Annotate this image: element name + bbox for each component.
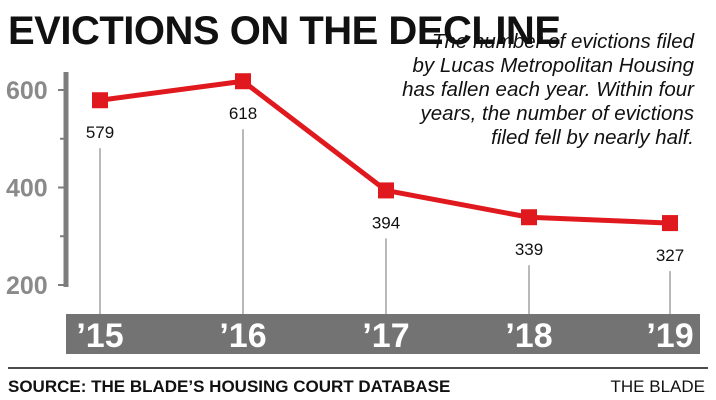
x-tick-label: ’19 xyxy=(646,317,693,355)
data-point-marker xyxy=(521,209,537,226)
y-tick-label: 400 xyxy=(6,175,48,203)
source-note: SOURCE: THE BLADE’S HOUSING COURT DATABA… xyxy=(8,377,450,396)
subtitle-line-4: years, the number of evictions xyxy=(419,102,694,125)
data-labels: 579 618 394 339 327 xyxy=(86,104,684,265)
data-label: 339 xyxy=(515,240,543,259)
chart-title: EVICTIONS ON THE DECLINE xyxy=(8,9,561,53)
data-label: 618 xyxy=(229,104,257,123)
subtitle-line-2: by Lucas Metropolitan Housing xyxy=(413,54,695,77)
y-tick-label: 600 xyxy=(6,77,48,105)
subtitle-line-3: has fallen each year. Within four xyxy=(402,78,695,101)
y-tick-label: 200 xyxy=(6,272,48,300)
y-axis: 200 400 600 xyxy=(6,72,69,300)
subtitle-line-1: The number of evictions filed xyxy=(432,30,695,53)
drop-lines xyxy=(99,129,671,314)
x-axis-band xyxy=(66,314,700,354)
data-label: 579 xyxy=(86,123,114,142)
data-point-marker xyxy=(378,182,394,199)
x-tick-label: ’15 xyxy=(76,317,123,355)
x-axis-ticks: ’15 ’16 ’17 ’18 ’19 xyxy=(76,317,693,355)
data-label: 327 xyxy=(656,246,684,265)
data-point-marker xyxy=(235,73,251,90)
data-label: 394 xyxy=(372,213,400,232)
credit-label: THE BLADE xyxy=(611,377,705,396)
data-point-marker xyxy=(662,215,678,232)
data-point-marker xyxy=(92,92,108,109)
series-evictions xyxy=(92,73,678,232)
x-tick-label: ’17 xyxy=(362,317,409,355)
x-tick-label: ’16 xyxy=(219,317,266,355)
subtitle-line-5: filed fell by nearly half. xyxy=(491,126,694,149)
chart-subtitle: The number of evictions filed by Lucas M… xyxy=(402,30,695,149)
x-tick-label: ’18 xyxy=(505,317,552,355)
